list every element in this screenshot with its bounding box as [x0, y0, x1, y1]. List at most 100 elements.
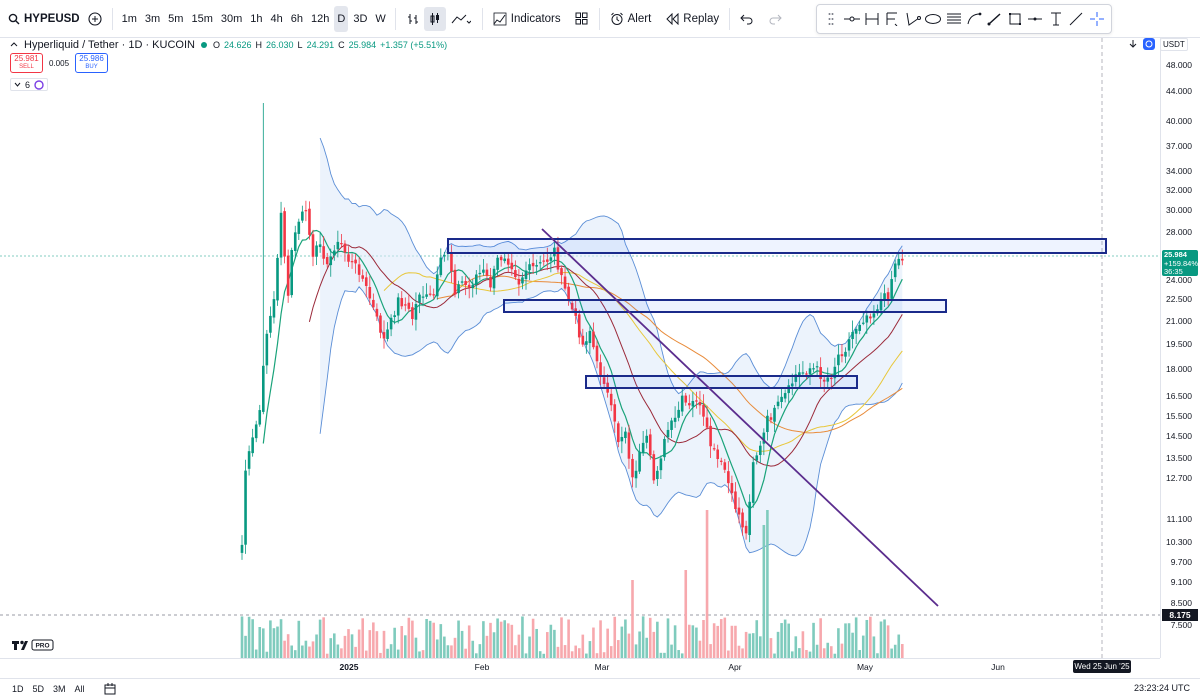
calendar-icon[interactable] [104, 683, 116, 695]
search-icon [8, 13, 20, 24]
candle-body [411, 307, 414, 320]
drag-handle-icon[interactable] [821, 9, 841, 29]
candle-body [325, 257, 329, 265]
alert-label: Alert [627, 12, 652, 25]
rectangle-tool-icon[interactable] [1005, 9, 1025, 29]
text-notes-tool-icon[interactable] [944, 9, 964, 29]
bar-style-button[interactable] [402, 7, 424, 31]
fib-tool-icon[interactable] [882, 9, 902, 29]
candle-body [869, 316, 872, 319]
candle-body [822, 379, 826, 382]
symbol-search[interactable]: HYPEUSD [0, 6, 84, 32]
volume-bar [869, 616, 872, 658]
volume-bar [592, 627, 595, 658]
volume-bar [531, 618, 535, 658]
ray-tool-icon[interactable] [1066, 9, 1086, 29]
volume-bar [897, 634, 901, 658]
indicators-toggle[interactable]: 6 [10, 78, 49, 91]
candle-body [549, 257, 553, 261]
redo-button[interactable] [764, 7, 786, 31]
interval-4h[interactable]: 4h [270, 12, 283, 25]
candle-body [638, 451, 641, 472]
interval-1h[interactable]: 1h [250, 12, 263, 25]
volume-bar [634, 644, 638, 658]
open-value: 24.626 [223, 40, 252, 50]
interval-6h[interactable]: 6h [290, 12, 304, 25]
price-tick-label: 28.000 [1166, 227, 1192, 237]
range-3m[interactable]: 3M [53, 684, 66, 694]
interval-D[interactable]: D [334, 5, 349, 32]
interval-1m[interactable]: 1m [121, 12, 137, 25]
candle-body [751, 462, 755, 503]
volume-bar [290, 645, 293, 658]
interval-3m[interactable]: 3m [144, 12, 161, 25]
alert-button[interactable]: Alert [606, 6, 656, 32]
candle-body [659, 458, 663, 471]
interval-12h[interactable]: 12h [311, 12, 330, 25]
interval-5m[interactable]: 5m [168, 12, 184, 25]
volume-bar [318, 619, 322, 658]
candle-body [723, 462, 727, 470]
line-style-button[interactable] [446, 7, 476, 31]
volume-bar [446, 645, 450, 658]
interval-W[interactable]: W [375, 12, 386, 25]
add-symbol-button[interactable] [84, 7, 106, 31]
candle-body [684, 395, 688, 403]
candle-body [773, 407, 776, 422]
layout-button[interactable] [571, 7, 593, 31]
range-5d[interactable]: 5D [32, 684, 45, 694]
candle-body [333, 250, 336, 256]
candle-style-button[interactable] [423, 6, 446, 31]
utc-clock[interactable]: 23:23:24 UTC [1133, 683, 1190, 693]
horizontal-line-tool-icon[interactable] [842, 9, 862, 29]
undo-button[interactable] [736, 7, 758, 31]
curve-tool-icon[interactable] [964, 9, 984, 29]
time-axis[interactable]: 2025 Feb Mar Apr May Jun [0, 658, 1160, 674]
price-tick-label: 12.700 [1166, 473, 1192, 483]
price-axis[interactable]: 48.000 44.000 40.000 37.000 34.000 32.000 30.0… [1160, 38, 1200, 658]
range-1d[interactable]: 1D [12, 684, 24, 694]
candle-body [293, 232, 297, 251]
collapse-chevron-icon[interactable] [10, 41, 18, 49]
candle-body [460, 281, 464, 283]
replay-button[interactable]: Replay [661, 6, 723, 32]
candle-body [546, 259, 549, 262]
candle-body [485, 269, 489, 276]
candle-body [787, 385, 790, 394]
candle-body [315, 245, 318, 257]
crosshair-tool-icon[interactable] [1087, 9, 1107, 29]
volume-bar [247, 616, 251, 658]
interval-15m[interactable]: 15m [191, 12, 213, 25]
candle-body [805, 373, 808, 375]
buy-button[interactable]: 25.986 BUY [75, 53, 109, 73]
sell-button[interactable]: 25.981 SELL [10, 53, 43, 73]
interval-3D[interactable]: 3D [353, 12, 368, 25]
price-chart[interactable] [0, 38, 1160, 658]
text-tool-icon[interactable] [1046, 9, 1066, 29]
alert-icon [610, 12, 623, 25]
volume-bar [570, 651, 574, 658]
brush-tool-icon[interactable] [985, 9, 1005, 29]
indicators-icon [493, 12, 507, 25]
path-tool-icon[interactable] [903, 9, 923, 29]
interval-30m[interactable]: 30m [220, 12, 243, 25]
volume-bar [350, 634, 354, 658]
volume-bar [262, 628, 265, 658]
range-all[interactable]: All [74, 684, 85, 694]
download-icon[interactable] [1128, 39, 1138, 49]
candle-body [563, 276, 567, 289]
price-range-tool-icon[interactable] [862, 9, 882, 29]
volume-bar [396, 649, 400, 658]
volume-bar [854, 617, 858, 658]
price-tick-label: 19.500 [1166, 339, 1192, 349]
volume-bar [712, 623, 716, 658]
high-label: H [255, 40, 263, 50]
trend-line-tool-icon[interactable] [1025, 9, 1045, 29]
candle-body [570, 302, 574, 310]
volume-bar [847, 623, 851, 658]
ellipse-tool-icon[interactable] [923, 9, 943, 29]
currency-toggle-icon[interactable] [1142, 37, 1156, 51]
indicators-button[interactable]: Indicators [489, 6, 565, 32]
price-tick-label: 37.000 [1166, 141, 1192, 151]
